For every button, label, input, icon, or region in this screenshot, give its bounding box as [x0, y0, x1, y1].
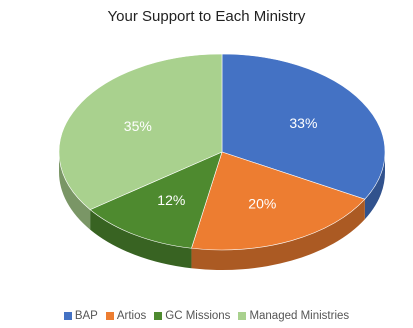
legend-swatch-bap — [63, 312, 72, 320]
chart-title: Your Support to Each Ministry — [107, 8, 306, 25]
pie-side-gc-missions — [90, 209, 192, 269]
legend-label-managed-ministries: Managed Ministries — [249, 310, 350, 322]
legend-swatch-artios — [105, 312, 114, 320]
data-label-gc-missions: 12% — [157, 192, 185, 208]
legend-item-managed-ministries: Managed Ministries — [238, 310, 349, 322]
legend-item-gc-missions: GC Missions — [154, 310, 230, 322]
legend-item-artios: Artios — [105, 310, 147, 322]
data-label-bap: 33% — [289, 115, 317, 131]
legend-label-artios: Artios — [116, 310, 147, 322]
data-label-artios: 20% — [248, 195, 276, 211]
legend-label-bap: BAP — [74, 310, 98, 322]
legend-item-bap: BAP — [63, 310, 98, 322]
pie-slice-managed-ministries — [58, 53, 223, 210]
pie-side-managed-ministries — [59, 152, 91, 230]
pie-side-bap — [364, 152, 385, 220]
pie-side-artios — [191, 199, 365, 271]
pie-slice-artios — [191, 151, 366, 251]
data-label-managed-ministries: 35% — [124, 118, 152, 134]
legend-label-gc-missions: GC Missions — [165, 310, 231, 322]
legend-swatch-gc-missions — [154, 312, 163, 320]
pie-slice-bap — [221, 53, 386, 200]
legend-swatch-managed-ministries — [238, 312, 247, 320]
pie-slice-gc-missions — [89, 151, 223, 249]
legend: BAP Artios GC Missions Managed Ministrie… — [0, 310, 413, 322]
